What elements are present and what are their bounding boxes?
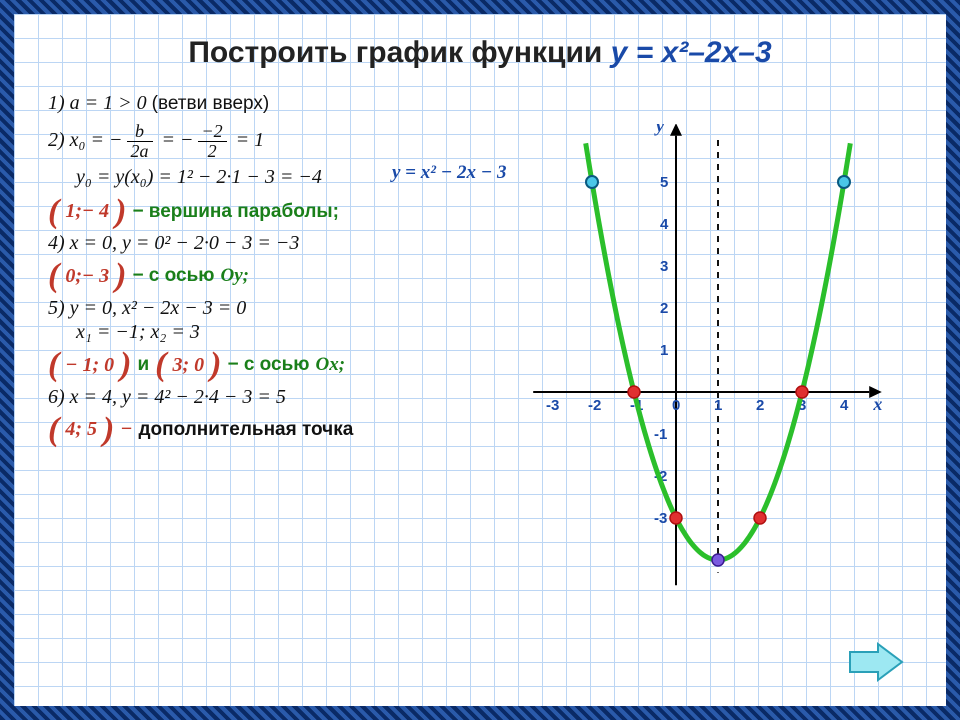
lparen-icon: ( bbox=[48, 347, 59, 383]
next-arrow-button[interactable] bbox=[848, 642, 904, 682]
lparen-icon: ( bbox=[48, 258, 59, 294]
frac2-den: 2 bbox=[204, 142, 221, 161]
frac1-den: 2a bbox=[127, 142, 153, 161]
page-title: Построить график функции y = x²–2x–3 bbox=[14, 36, 946, 70]
chart-svg: -3-2-10123412345-1-2-3xy bbox=[506, 124, 906, 684]
rparen-icon: ) bbox=[103, 412, 114, 448]
step-1: 1) a = 1 > 0 (ветви вверх) bbox=[48, 93, 518, 114]
svg-text:1: 1 bbox=[714, 397, 722, 414]
extra-coords: 4; 5 bbox=[65, 419, 97, 440]
step-5-roots: x₁ = −1; x₂ = 3 bbox=[76, 322, 518, 343]
vertex-coords: 1;− 4 bbox=[65, 201, 109, 222]
step-4: 4) x = 0, y = 0² − 2·0 − 3 = −3 bbox=[48, 233, 518, 254]
ox-label: − с осью bbox=[227, 355, 309, 375]
ox-intersect-line: ( − 1; 0 ) и ( 3; 0 ) − с осью Ox; bbox=[48, 347, 518, 383]
branches-note: (ветви вверх) bbox=[152, 93, 270, 114]
step-1-formula: 1) a = 1 > 0 bbox=[48, 92, 152, 114]
svg-text:x: x bbox=[872, 394, 882, 414]
svg-text:-3: -3 bbox=[654, 510, 667, 527]
vertex-label: − вершина параболы; bbox=[132, 202, 339, 222]
rparen-icon: ) bbox=[210, 347, 221, 383]
oy-coords: 0;− 3 bbox=[65, 266, 109, 287]
step-2-y0: y₀ = y(x₀) = 1² − 2·1 − 3 = −4 bbox=[76, 167, 518, 188]
oy-axis-name: Oy; bbox=[221, 266, 249, 286]
extra-point-line: ( 4; 5 ) − дополнительная точка bbox=[48, 412, 518, 448]
svg-text:2: 2 bbox=[756, 397, 764, 414]
ox-and: и bbox=[137, 355, 149, 375]
ox-coords-2: 3; 0 bbox=[172, 355, 204, 376]
rparen-icon: ) bbox=[120, 347, 131, 383]
fraction-2: −2 2 bbox=[198, 122, 227, 161]
svg-text:4: 4 bbox=[660, 216, 669, 233]
extra-dash: − bbox=[120, 419, 132, 440]
step-2-result: = 1 bbox=[236, 129, 265, 151]
derivation-steps: 1) a = 1 > 0 (ветви вверх) 2) x₀ = − b 2… bbox=[48, 90, 518, 451]
step-6: 6) x = 4, y = 4² − 2·4 − 3 = 5 bbox=[48, 387, 518, 408]
svg-text:y: y bbox=[654, 124, 665, 136]
parabola-chart: -3-2-10123412345-1-2-3xy bbox=[506, 124, 906, 684]
frac1-num: b bbox=[131, 122, 148, 141]
ox-coords-1: − 1; 0 bbox=[65, 355, 114, 376]
frac2-num: −2 bbox=[198, 122, 227, 141]
oy-intersect-line: ( 0;− 3 ) − с осью Oy; bbox=[48, 258, 518, 294]
grid-paper-background: Построить график функции y = x²–2x–3 y =… bbox=[14, 14, 946, 706]
svg-text:-2: -2 bbox=[588, 397, 601, 414]
svg-text:-1: -1 bbox=[654, 426, 667, 443]
fraction-1: b 2a bbox=[127, 122, 153, 161]
lparen-icon: ( bbox=[48, 412, 59, 448]
oy-label: − с осью bbox=[132, 266, 214, 286]
svg-text:3: 3 bbox=[660, 258, 668, 275]
svg-text:0: 0 bbox=[672, 397, 680, 414]
svg-text:-3: -3 bbox=[546, 397, 559, 414]
step-2-x0: 2) x₀ = − b 2a = − −2 2 = 1 bbox=[48, 122, 518, 161]
svg-text:1: 1 bbox=[660, 342, 668, 359]
vertex-line: ( 1;− 4 ) − вершина параболы; bbox=[48, 194, 518, 230]
lparen-icon: ( bbox=[155, 347, 166, 383]
rparen-icon: ) bbox=[115, 258, 126, 294]
title-formula: y = x²–2x–3 bbox=[611, 36, 772, 69]
svg-text:4: 4 bbox=[840, 397, 849, 414]
step-5: 5) y = 0, x² − 2x − 3 = 0 bbox=[48, 298, 518, 319]
title-text: Построить график функции bbox=[188, 36, 610, 69]
rparen-icon: ) bbox=[115, 194, 126, 230]
step-2-prefix: 2) x₀ = bbox=[48, 129, 109, 151]
svg-text:5: 5 bbox=[660, 174, 668, 191]
extra-point-label: дополнительная точка bbox=[138, 420, 353, 440]
svg-text:2: 2 bbox=[660, 300, 668, 317]
ox-axis-name: Ox; bbox=[316, 355, 346, 375]
lparen-icon: ( bbox=[48, 194, 59, 230]
